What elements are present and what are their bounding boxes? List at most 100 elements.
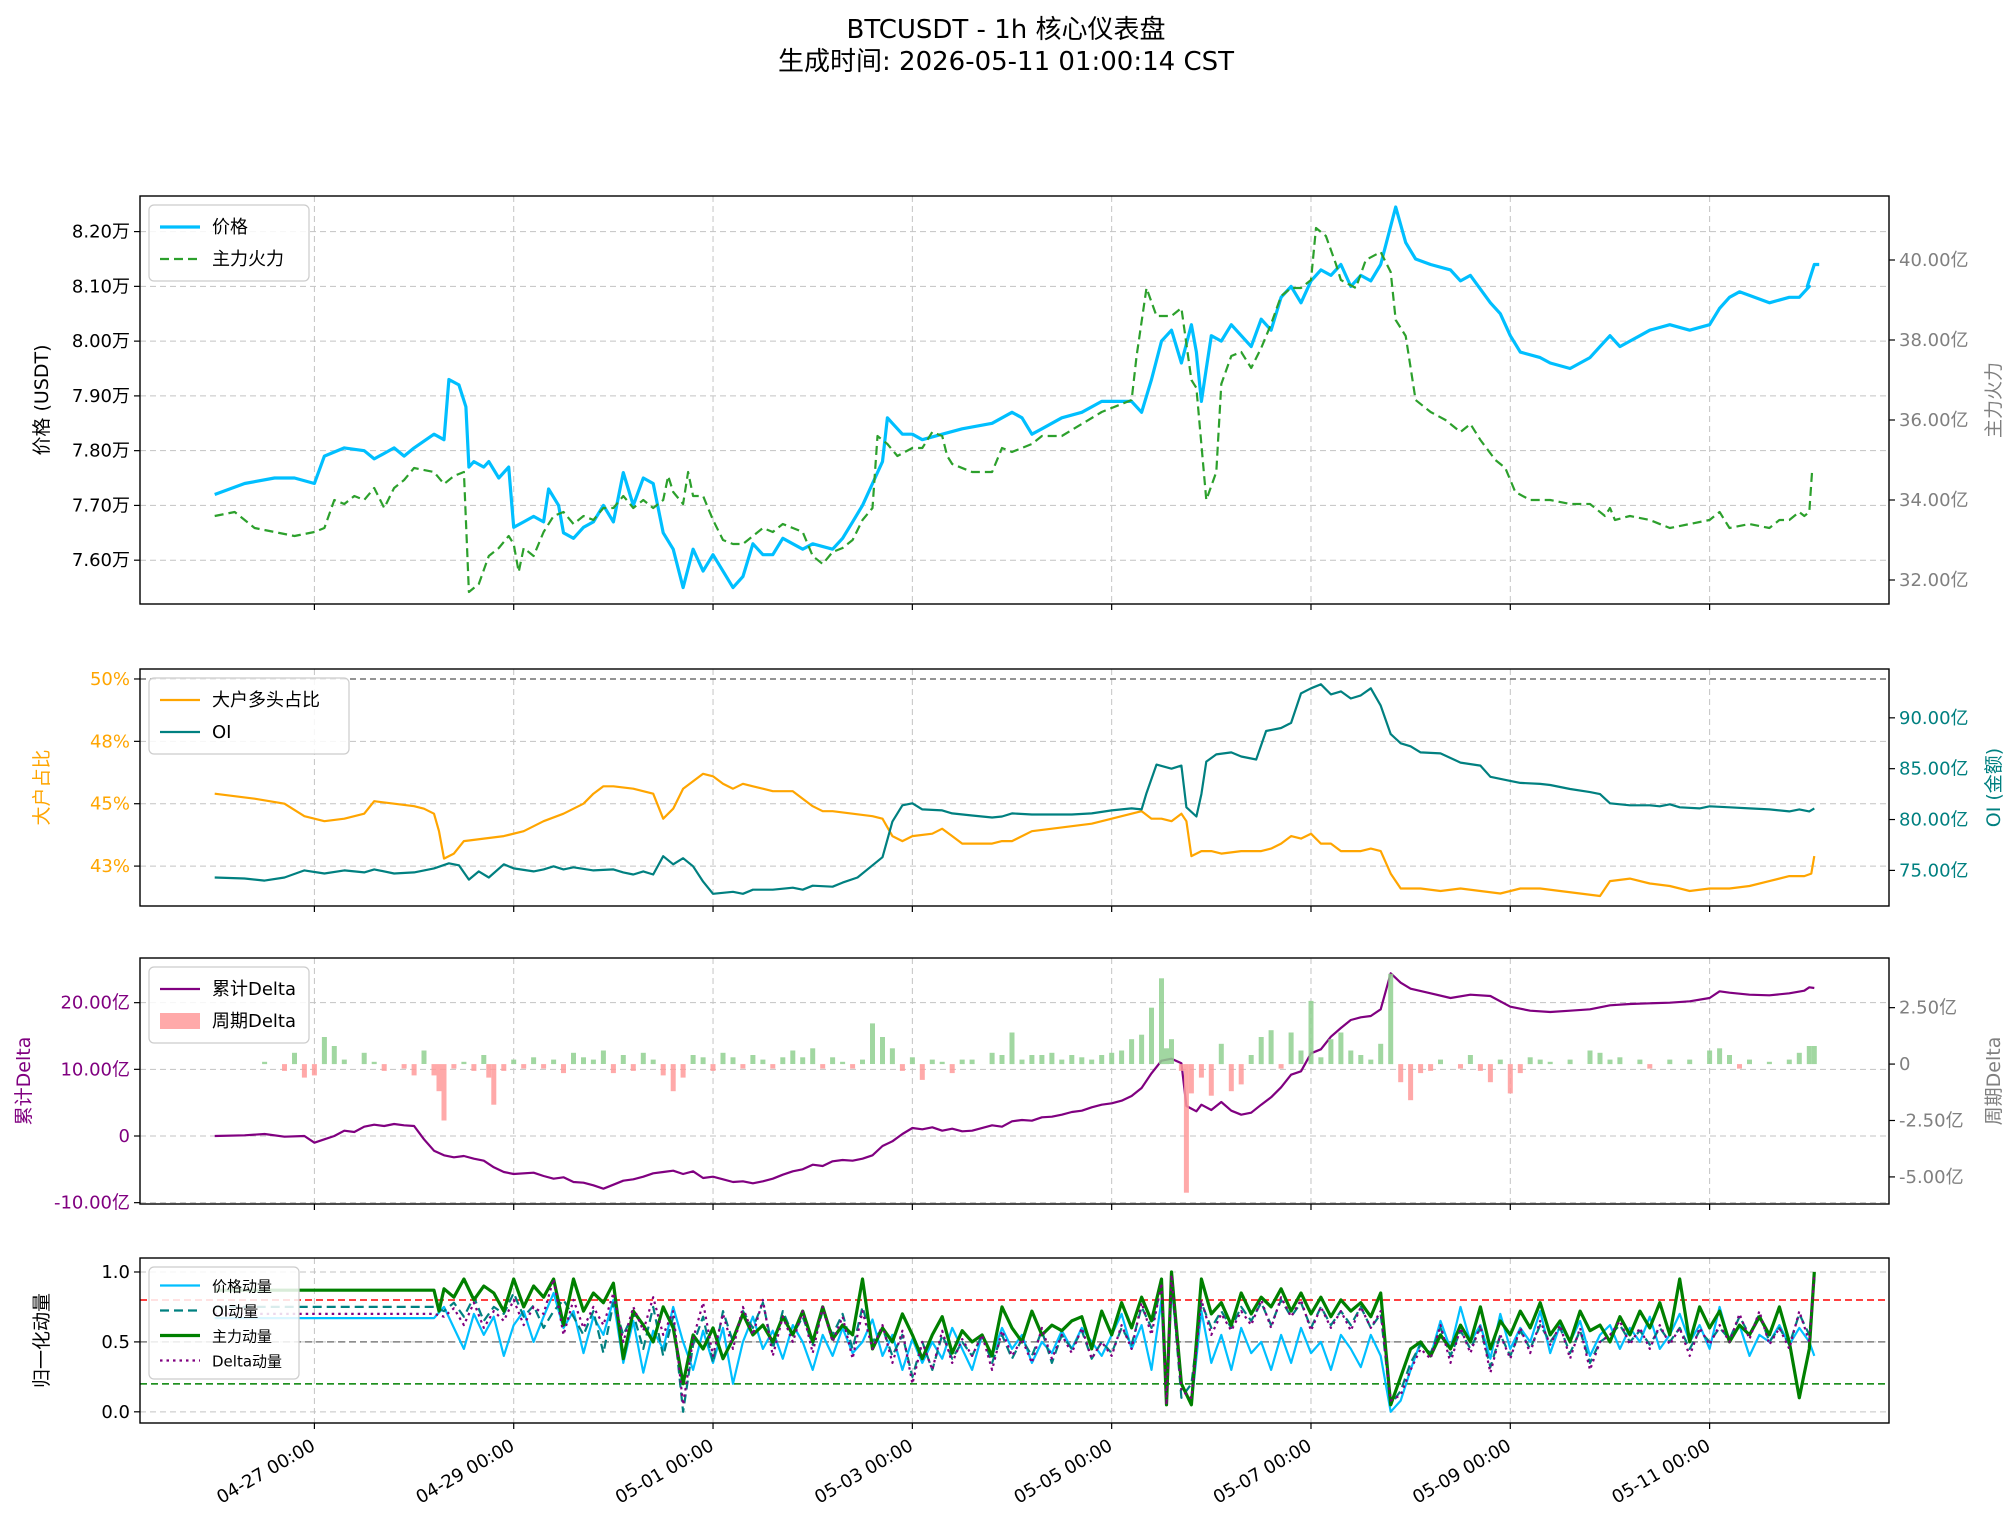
delta-bar	[790, 1050, 796, 1064]
delta-bar	[590, 1059, 596, 1065]
delta-bar	[740, 1064, 746, 1069]
delta-bar	[1149, 1007, 1154, 1065]
legend-box	[148, 204, 310, 282]
delta-bar	[486, 1064, 492, 1078]
delta-bar	[1019, 1059, 1025, 1065]
y2-tick-label: 2.50亿	[1899, 998, 1957, 1019]
y2-tick-label: 85.00亿	[1899, 759, 1969, 780]
delta-bar	[1338, 1032, 1344, 1065]
delta-bar	[1039, 1055, 1045, 1064]
delta-bar	[1218, 1043, 1224, 1065]
y-tick-label: 48%	[90, 731, 130, 752]
delta-bar	[571, 1052, 576, 1065]
delta-bar	[1438, 1059, 1443, 1065]
x-tick-label: 04-27 00:00	[213, 1435, 319, 1508]
legend-label: 周期Delta	[212, 1011, 296, 1032]
delta-bar	[331, 1046, 337, 1065]
y-tick-label: -10.00亿	[54, 1193, 130, 1214]
y2-tick-label: 0	[1899, 1054, 1910, 1075]
delta-bar	[1467, 1055, 1473, 1064]
delta-bar	[1183, 1064, 1189, 1193]
delta-bar	[1811, 1046, 1817, 1065]
series-line-OI	[214, 683, 1815, 895]
delta-bar	[371, 1061, 377, 1065]
delta-bar	[899, 1064, 905, 1071]
delta-bar	[650, 1059, 656, 1065]
delta-bar	[381, 1064, 387, 1071]
delta-bar	[1228, 1064, 1234, 1092]
delta-bar	[1208, 1064, 1214, 1096]
series-line-大户多头占比	[214, 772, 1816, 898]
y-tick-label: 7.90万	[72, 386, 130, 407]
delta-bar	[1517, 1064, 1523, 1074]
delta-bar	[840, 1061, 846, 1065]
delta-bar	[929, 1059, 935, 1065]
delta-bar	[1278, 1064, 1284, 1069]
delta-bar	[939, 1061, 945, 1065]
y-tick-label: 0.5	[101, 1332, 130, 1353]
x-tick-label: 05-07 00:00	[1210, 1435, 1316, 1508]
delta-bar	[1248, 1055, 1254, 1064]
delta-bar	[1647, 1064, 1653, 1069]
delta-bar	[1408, 1064, 1414, 1101]
y2-tick-label: 40.00亿	[1899, 250, 1969, 271]
delta-bar	[1318, 1057, 1324, 1065]
legend-label: 主力火力	[212, 249, 284, 270]
x-tick-label: 05-11 00:00	[1608, 1435, 1714, 1508]
chart-panels: 7.60万 7.70万 7.80万 7.90万 8.00万 8.10万 8.20万 32.00…	[13, 195, 2005, 1508]
delta-bar	[1428, 1064, 1434, 1071]
delta-bar	[1727, 1055, 1732, 1064]
grid-lines	[140, 196, 1889, 604]
delta-bar	[1268, 1030, 1274, 1065]
legend: 累计Delta 周期Delta	[148, 966, 310, 1044]
delta-bar	[760, 1059, 766, 1065]
delta-bar	[471, 1064, 477, 1071]
delta-bar	[610, 1064, 616, 1074]
y2-tick-label: 75.00亿	[1899, 860, 1969, 881]
delta-bar	[401, 1064, 407, 1069]
plot-frame	[139, 957, 1890, 1205]
delta-bar	[501, 1064, 507, 1071]
y2-axis-label: OI (金额)	[1983, 748, 2005, 827]
y-tick-label: 8.20万	[72, 222, 130, 243]
delta-bar	[541, 1064, 547, 1069]
delta-bar	[1139, 1034, 1145, 1064]
delta-bar	[262, 1061, 268, 1065]
series-line-Delta动量	[214, 1273, 1816, 1406]
delta-bar	[1537, 1059, 1543, 1065]
grid-lines	[140, 669, 1889, 906]
legend-swatch	[160, 1013, 200, 1029]
delta-bar	[1487, 1064, 1493, 1083]
delta-bar	[870, 1023, 875, 1064]
series-line-主力火力	[214, 226, 1814, 594]
delta-bar	[700, 1057, 706, 1065]
delta-bar	[1169, 1039, 1174, 1064]
delta-bar	[909, 1057, 915, 1065]
delta-bar	[750, 1055, 756, 1064]
delta-bar	[1597, 1052, 1603, 1065]
y-tick-label: 10.00亿	[60, 1059, 130, 1080]
delta-bar	[1348, 1050, 1354, 1064]
delta-bar	[451, 1064, 457, 1069]
delta-bar	[1109, 1052, 1115, 1065]
delta-bar	[1129, 1039, 1135, 1064]
delta-bar	[531, 1057, 537, 1065]
delta-bar	[780, 1057, 786, 1065]
y-tick-label: 7.70万	[72, 495, 130, 516]
delta-bar	[1164, 1048, 1169, 1065]
delta-bar	[630, 1064, 636, 1071]
delta-bar	[889, 1048, 895, 1065]
delta-bar	[361, 1052, 367, 1065]
delta-bar	[1178, 1064, 1184, 1071]
delta-bar	[1796, 1052, 1802, 1065]
delta-bar	[581, 1057, 586, 1065]
chart-title: BTCUSDT - 1h 核心仪表盘	[847, 15, 1166, 45]
delta-bar	[461, 1061, 467, 1065]
grid-lines	[140, 958, 1889, 1204]
y-tick-label: 7.80万	[72, 441, 130, 462]
delta-bar	[1617, 1057, 1623, 1065]
